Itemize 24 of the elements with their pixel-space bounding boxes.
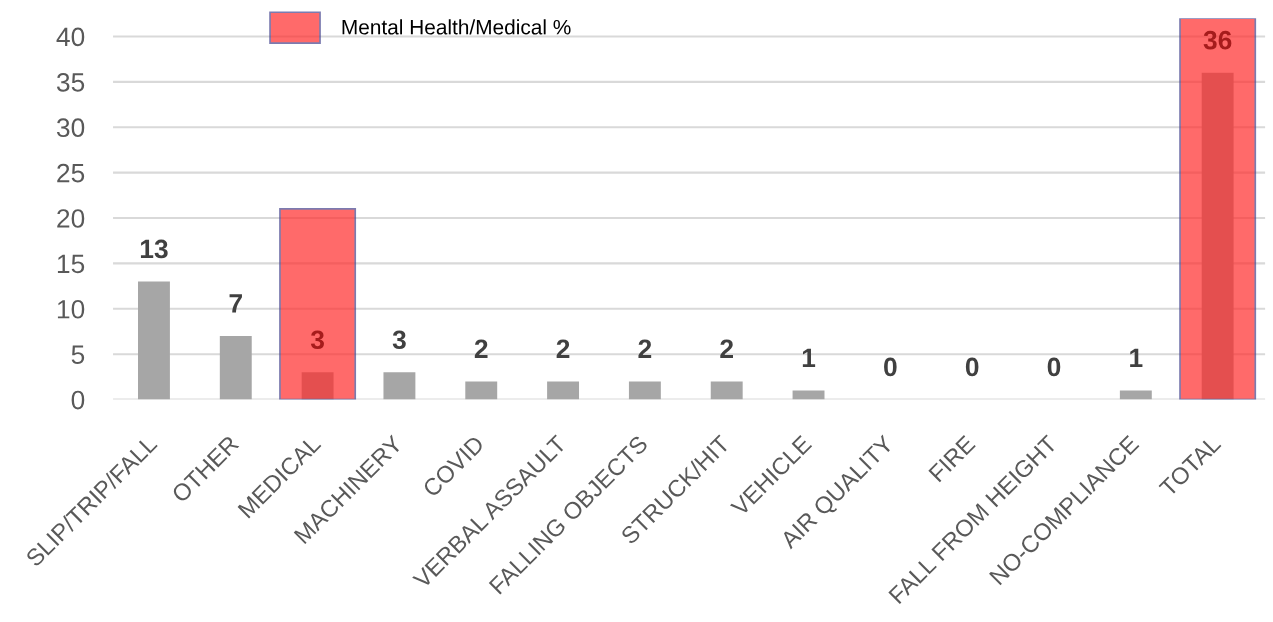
y-tick-label: 15 [57, 254, 85, 274]
data-label: 2 [474, 339, 488, 358]
legend-label: Mental Health/Medical % [342, 19, 571, 35]
data-label: 36 [1203, 30, 1232, 50]
y-tick-label: 30 [56, 118, 85, 138]
data-label: 2 [556, 339, 570, 358]
data-label: 2 [720, 339, 733, 358]
data-label: 3 [392, 330, 406, 350]
data-label: 3 [310, 330, 324, 350]
data-label: 13 [140, 239, 168, 259]
y-tick-label: 0 [71, 390, 85, 410]
y-tick-label: 20 [57, 209, 85, 228]
y-tick-label: 5 [71, 345, 85, 364]
data-label: 2 [638, 339, 652, 358]
y-tick-label: 10 [57, 299, 85, 319]
data-label: 1 [802, 348, 816, 367]
y-tick-label: 35 [56, 72, 85, 92]
data-label: 0 [1047, 357, 1061, 377]
data-label: 1 [1130, 348, 1143, 367]
data-label: 7 [229, 294, 242, 313]
y-tick-label: 25 [57, 163, 85, 183]
data-label: 0 [884, 357, 897, 377]
data-label: 0 [965, 357, 979, 377]
y-tick-label: 40 [56, 27, 85, 47]
